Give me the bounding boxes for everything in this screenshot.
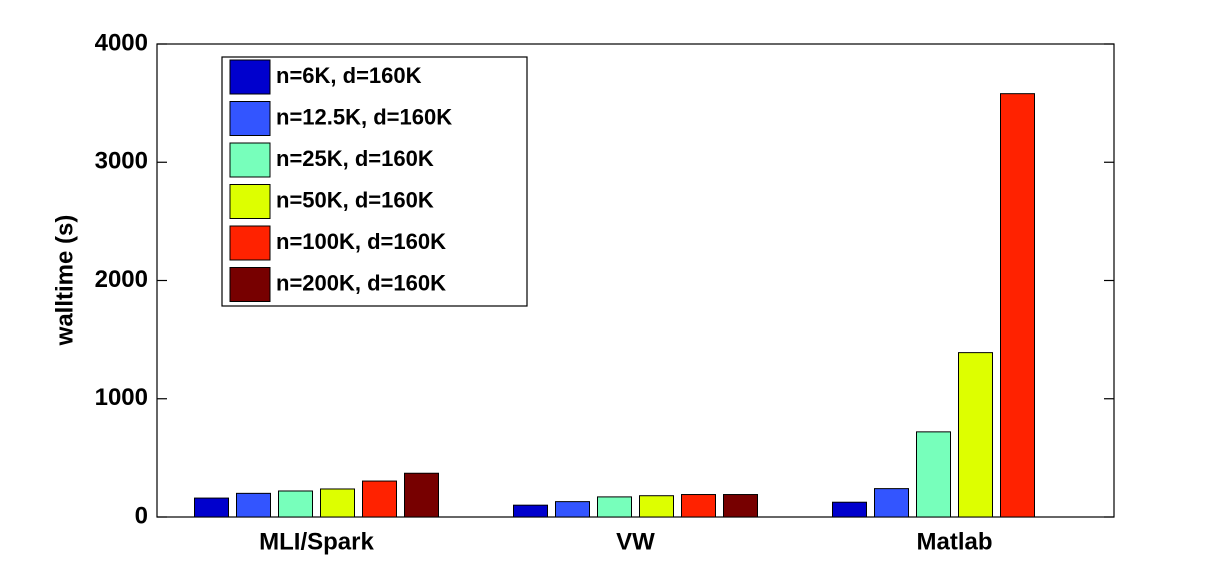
y-tick-label: 2000 (95, 266, 148, 293)
legend-label: n=12.5K, d=160K (276, 104, 452, 129)
bar (681, 494, 716, 518)
x-tick-label: VW (616, 528, 655, 555)
bar (874, 488, 909, 518)
y-tick-label: 4000 (95, 29, 148, 56)
legend-swatch (229, 184, 271, 219)
legend-label: n=25K, d=160K (276, 146, 434, 171)
y-tick-label: 1000 (95, 384, 148, 411)
bar (513, 504, 548, 518)
legend-swatch (229, 267, 271, 302)
bar (555, 501, 590, 518)
bar (236, 492, 271, 518)
bar (723, 494, 758, 518)
legend-swatch (229, 59, 271, 95)
legend-swatch (229, 101, 271, 136)
bar (916, 431, 951, 518)
x-tick-label: MLI/Spark (259, 528, 374, 555)
legend-label: n=6K, d=160K (276, 63, 422, 88)
bar (278, 490, 313, 518)
legend-label: n=50K, d=160K (276, 187, 434, 212)
bar (832, 501, 867, 518)
x-tick-label: Matlab (916, 528, 992, 555)
bar (597, 496, 632, 518)
legend-swatch (229, 142, 271, 178)
bar (1000, 93, 1035, 518)
bar (362, 480, 397, 518)
y-tick-label: 0 (135, 502, 148, 529)
legend-box (221, 56, 528, 307)
legend-label: n=200K, d=160K (276, 270, 446, 295)
bar (320, 488, 355, 518)
bar (958, 352, 993, 518)
bar (194, 497, 229, 518)
y-axis-label: walltime (s) (51, 215, 78, 347)
bar (639, 495, 674, 518)
legend-swatch (229, 225, 271, 261)
bar (404, 472, 439, 518)
legend-label: n=100K, d=160K (276, 229, 446, 254)
y-tick-label: 3000 (95, 148, 148, 175)
